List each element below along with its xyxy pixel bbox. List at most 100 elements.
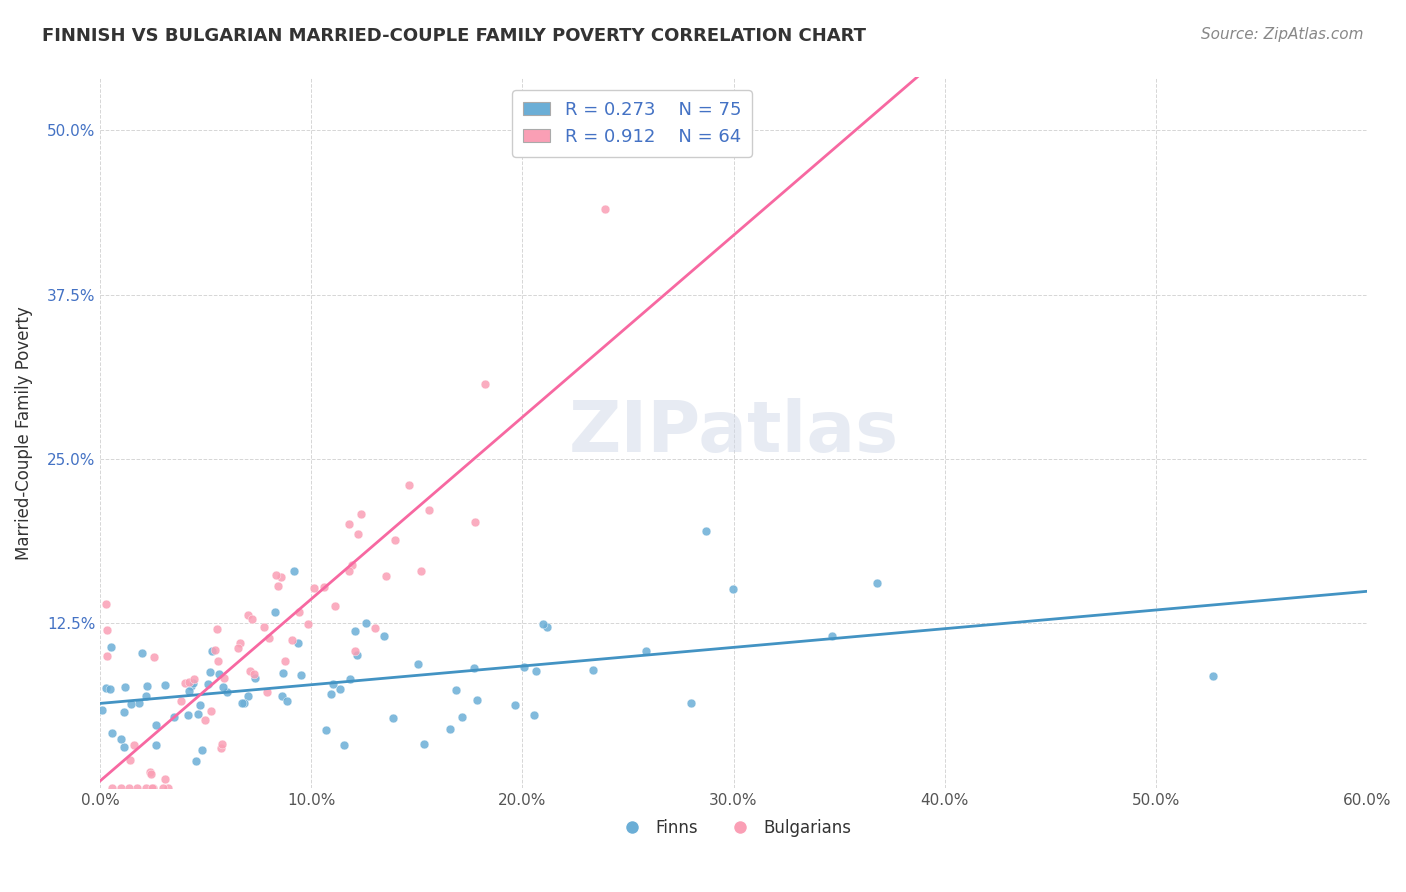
Point [135, 780, 157, 795]
Point [444, 683, 467, 698]
Point [339, 517, 361, 532]
Point [228, 635, 250, 649]
Point [174, 675, 197, 690]
Point [236, 607, 259, 622]
Point [176, 707, 198, 722]
Point [820, 629, 842, 643]
Point [283, 564, 305, 578]
Point [634, 644, 657, 658]
Point [142, 780, 165, 795]
Point [271, 690, 294, 704]
Point [131, 646, 153, 660]
Point [184, 754, 207, 768]
Point [304, 581, 326, 595]
Point [343, 624, 366, 638]
Point [153, 678, 176, 692]
Point [312, 580, 335, 594]
Point [329, 681, 352, 696]
Point [373, 629, 395, 643]
Point [112, 740, 135, 755]
Point [118, 780, 141, 795]
Point [101, 780, 124, 795]
Point [125, 780, 148, 795]
Point [409, 564, 432, 578]
Point [101, 725, 124, 739]
Point [198, 665, 221, 680]
Text: Source: ZipAtlas.com: Source: ZipAtlas.com [1201, 27, 1364, 42]
Point [243, 671, 266, 685]
Point [243, 667, 266, 681]
Point [110, 732, 132, 747]
Point [205, 622, 228, 636]
Point [398, 478, 420, 492]
Point [96, 623, 118, 637]
Point [513, 660, 536, 674]
Point [207, 666, 229, 681]
Point [350, 507, 373, 521]
Point [276, 694, 298, 708]
Point [451, 710, 474, 724]
Point [333, 738, 356, 752]
Point [290, 667, 312, 681]
Point [679, 696, 702, 710]
Point [322, 677, 344, 691]
Point [141, 780, 163, 795]
Point [118, 753, 141, 767]
Point [418, 502, 440, 516]
Point [536, 620, 558, 634]
Point [201, 644, 224, 658]
Point [183, 672, 205, 686]
Point [226, 641, 249, 656]
Point [465, 693, 488, 707]
Point [194, 713, 217, 727]
Point [364, 621, 387, 635]
Point [503, 698, 526, 712]
Point [240, 612, 263, 626]
Point [270, 569, 292, 583]
Point [212, 671, 235, 685]
Point [264, 568, 287, 582]
Point [356, 615, 378, 630]
Point [139, 765, 162, 780]
Point [474, 377, 496, 392]
Point [187, 706, 209, 721]
Point [287, 636, 309, 650]
Point [281, 633, 304, 648]
Point [256, 684, 278, 698]
Point [211, 737, 233, 751]
Text: ZIPatlas: ZIPatlas [568, 398, 898, 467]
Point [91, 703, 114, 717]
Point [212, 680, 235, 694]
Point [337, 564, 360, 578]
Point [271, 666, 294, 681]
Point [142, 650, 165, 665]
Point [464, 515, 486, 529]
Point [582, 664, 605, 678]
Point [207, 654, 229, 668]
Point [122, 738, 145, 752]
Point [120, 698, 142, 712]
Point [197, 677, 219, 691]
Point [177, 675, 200, 690]
Point [439, 722, 461, 736]
Point [200, 704, 222, 718]
Point [523, 708, 546, 723]
Point [382, 711, 405, 725]
Point [531, 617, 554, 632]
Point [1202, 668, 1225, 682]
Point [695, 524, 717, 539]
Point [315, 723, 337, 737]
Point [180, 679, 202, 693]
Point [384, 533, 406, 547]
Point [343, 644, 366, 658]
Y-axis label: Married-Couple Family Poverty: Married-Couple Family Poverty [15, 306, 32, 559]
Point [413, 737, 436, 751]
Point [152, 780, 174, 795]
Point [346, 648, 368, 662]
Point [145, 717, 167, 731]
Point [595, 202, 617, 216]
Point [524, 664, 547, 678]
Point [112, 705, 135, 719]
Point [253, 620, 276, 634]
Point [288, 605, 311, 619]
